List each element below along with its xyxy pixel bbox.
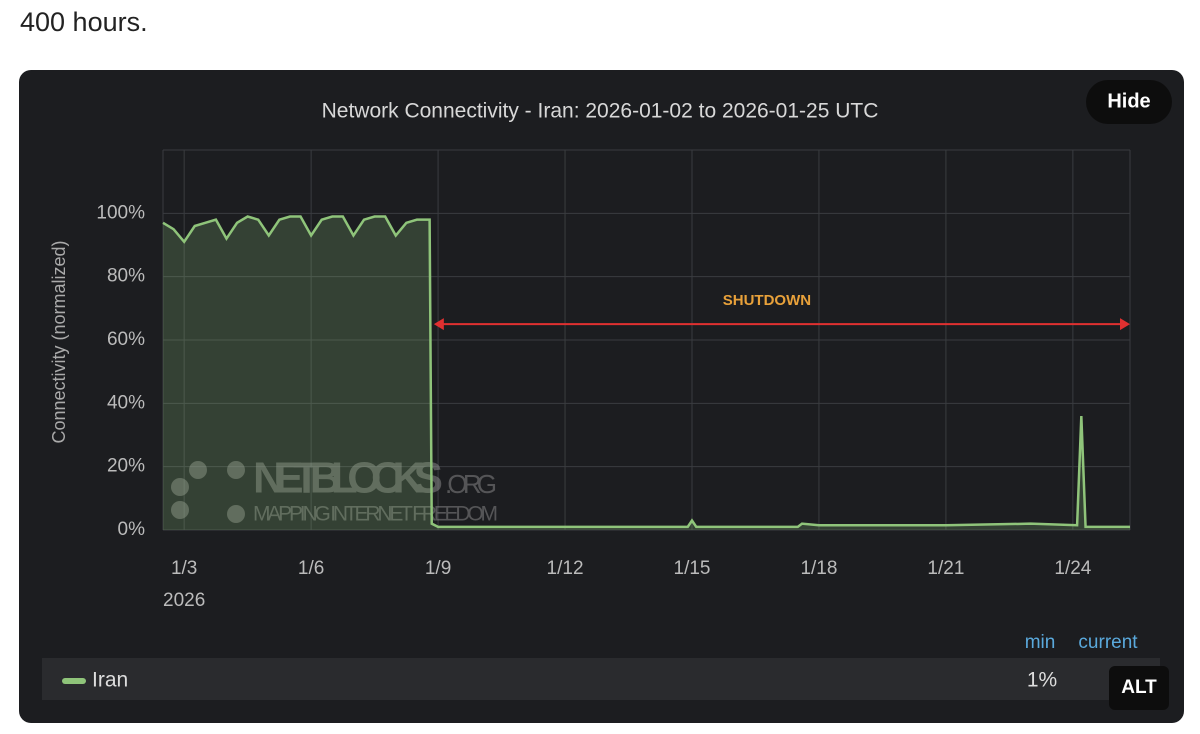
line: [162, 215, 1130, 529]
x-tick-label: 1/12: [547, 558, 584, 579]
y-axis-label: Connectivity (normalized): [49, 240, 69, 443]
x-tick-label: 1/21: [927, 558, 964, 579]
alt-button[interactable]: [1109, 666, 1169, 710]
arrow-head: [1120, 318, 1130, 331]
y-tick-label: 20%: [107, 456, 145, 477]
x-tick-label: 1/24: [1054, 558, 1091, 579]
annotation-text: SHUTDOWN: [723, 292, 811, 309]
legend-row: [42, 658, 1160, 700]
legend-header: min: [1025, 632, 1056, 653]
x-tick-label: 1/3: [171, 558, 197, 579]
hide-label[interactable]: Hide: [1107, 90, 1150, 112]
watermark-dot: [171, 501, 189, 519]
watermark: NETBLOCKS .ORG MAPPING INTERNET FREEDOM: [171, 454, 498, 526]
plot: 0% 20% 40% 60% 80% 100% 1/3 1/6 1/9 1/12 1/15 1/18 1…: [96, 149, 1131, 611]
chart-title: Network Connectivity - Iran: 2026-01-02 …: [322, 100, 879, 123]
watermark-dot: [171, 478, 189, 496]
watermark-suffix: .ORG: [445, 469, 497, 499]
legend-current: 1%: [1027, 669, 1057, 692]
watermark-brand: NETBLOCKS: [253, 454, 443, 503]
legend-header: current: [1078, 632, 1138, 653]
x-tick-label: 1/15: [674, 558, 711, 579]
y-tick-label: 100%: [96, 202, 145, 223]
watermark-tagline: MAPPING INTERNET FREEDOM: [253, 503, 498, 526]
alt-label[interactable]: ALT: [1121, 677, 1157, 698]
y-tick-label: 0%: [118, 519, 146, 540]
area: [163, 216, 1130, 530]
y-tick-label: 80%: [107, 266, 145, 287]
hide-button[interactable]: [1086, 80, 1172, 124]
x-tick-label: 1/9: [425, 558, 451, 579]
legend-swatch: [62, 678, 86, 684]
post-text: 400 hours.: [20, 7, 148, 37]
arrow-head: [433, 318, 444, 331]
x-tick-label: 1/6: [298, 558, 324, 579]
y-tick-label: 40%: [107, 392, 145, 413]
x-tick-label: 1/18: [800, 558, 837, 579]
watermark-dot: [189, 461, 207, 479]
legend-name: Iran: [92, 669, 128, 692]
y-tick-label: 60%: [107, 329, 145, 350]
watermark-dot: [227, 461, 245, 479]
watermark-dot: [227, 505, 245, 523]
x-year-label: 2026: [163, 590, 205, 611]
